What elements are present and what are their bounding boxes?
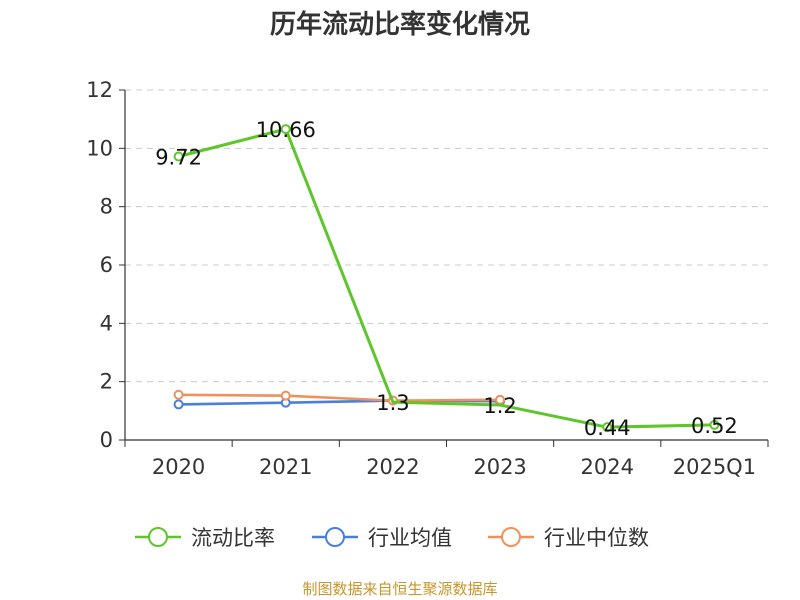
legend-label: 流动比率: [191, 526, 275, 550]
y-tick-label: 2: [100, 370, 113, 394]
data-label: 0.52: [691, 414, 738, 438]
y-tick-label: 8: [100, 195, 113, 219]
x-tick-label: 2021: [259, 455, 312, 479]
data-labels: 9.72 10.66 1.3 1.2 0.44 0.52: [155, 118, 738, 440]
y-tick-label: 12: [86, 78, 113, 102]
chart-title: 历年流动比率变化情况: [270, 9, 530, 40]
y-tick-label: 4: [100, 311, 113, 335]
y-tick-label: 6: [100, 253, 113, 277]
x-tick-label: 2024: [581, 455, 634, 479]
data-label: 10.66: [256, 118, 316, 142]
grid-lines: [125, 89, 768, 383]
series-layer: [173, 124, 720, 433]
y-tick-label: 0: [100, 428, 113, 452]
data-point: [709, 419, 720, 430]
legend-label: 行业均值: [368, 526, 452, 550]
data-point: [280, 390, 291, 401]
x-tick-label: 2025Q1: [673, 455, 756, 479]
x-tick-label: 2022: [366, 455, 419, 479]
data-label: 0.44: [584, 416, 631, 440]
legend-swatch-marker: [325, 527, 345, 547]
data-point: [173, 151, 184, 162]
legend-swatch-marker: [501, 527, 521, 547]
data-label: 1.2: [483, 394, 516, 418]
axes: 0 2 4 6 8 10 12 2020 2021 2022 2023 2024 2025Q1: [86, 78, 769, 479]
series-line: [178, 393, 501, 402]
legend-label: 行业中位数: [544, 526, 649, 550]
data-label: 9.72: [155, 146, 202, 170]
data-point: [280, 124, 291, 135]
x-tick-label: 2020: [152, 455, 205, 479]
x-tick-label: 2023: [473, 455, 526, 479]
legend: 流动比率 行业均值 行业中位数: [135, 526, 649, 550]
y-tick-label: 10: [86, 136, 113, 160]
data-point: [173, 389, 184, 400]
data-point: [602, 422, 613, 433]
data-label: 1.3: [376, 391, 409, 415]
source-note: 制图数据来自恒生聚源数据库: [302, 580, 497, 598]
data-point: [173, 399, 184, 410]
legend-swatch-marker: [148, 527, 168, 547]
series-line: [178, 127, 715, 429]
